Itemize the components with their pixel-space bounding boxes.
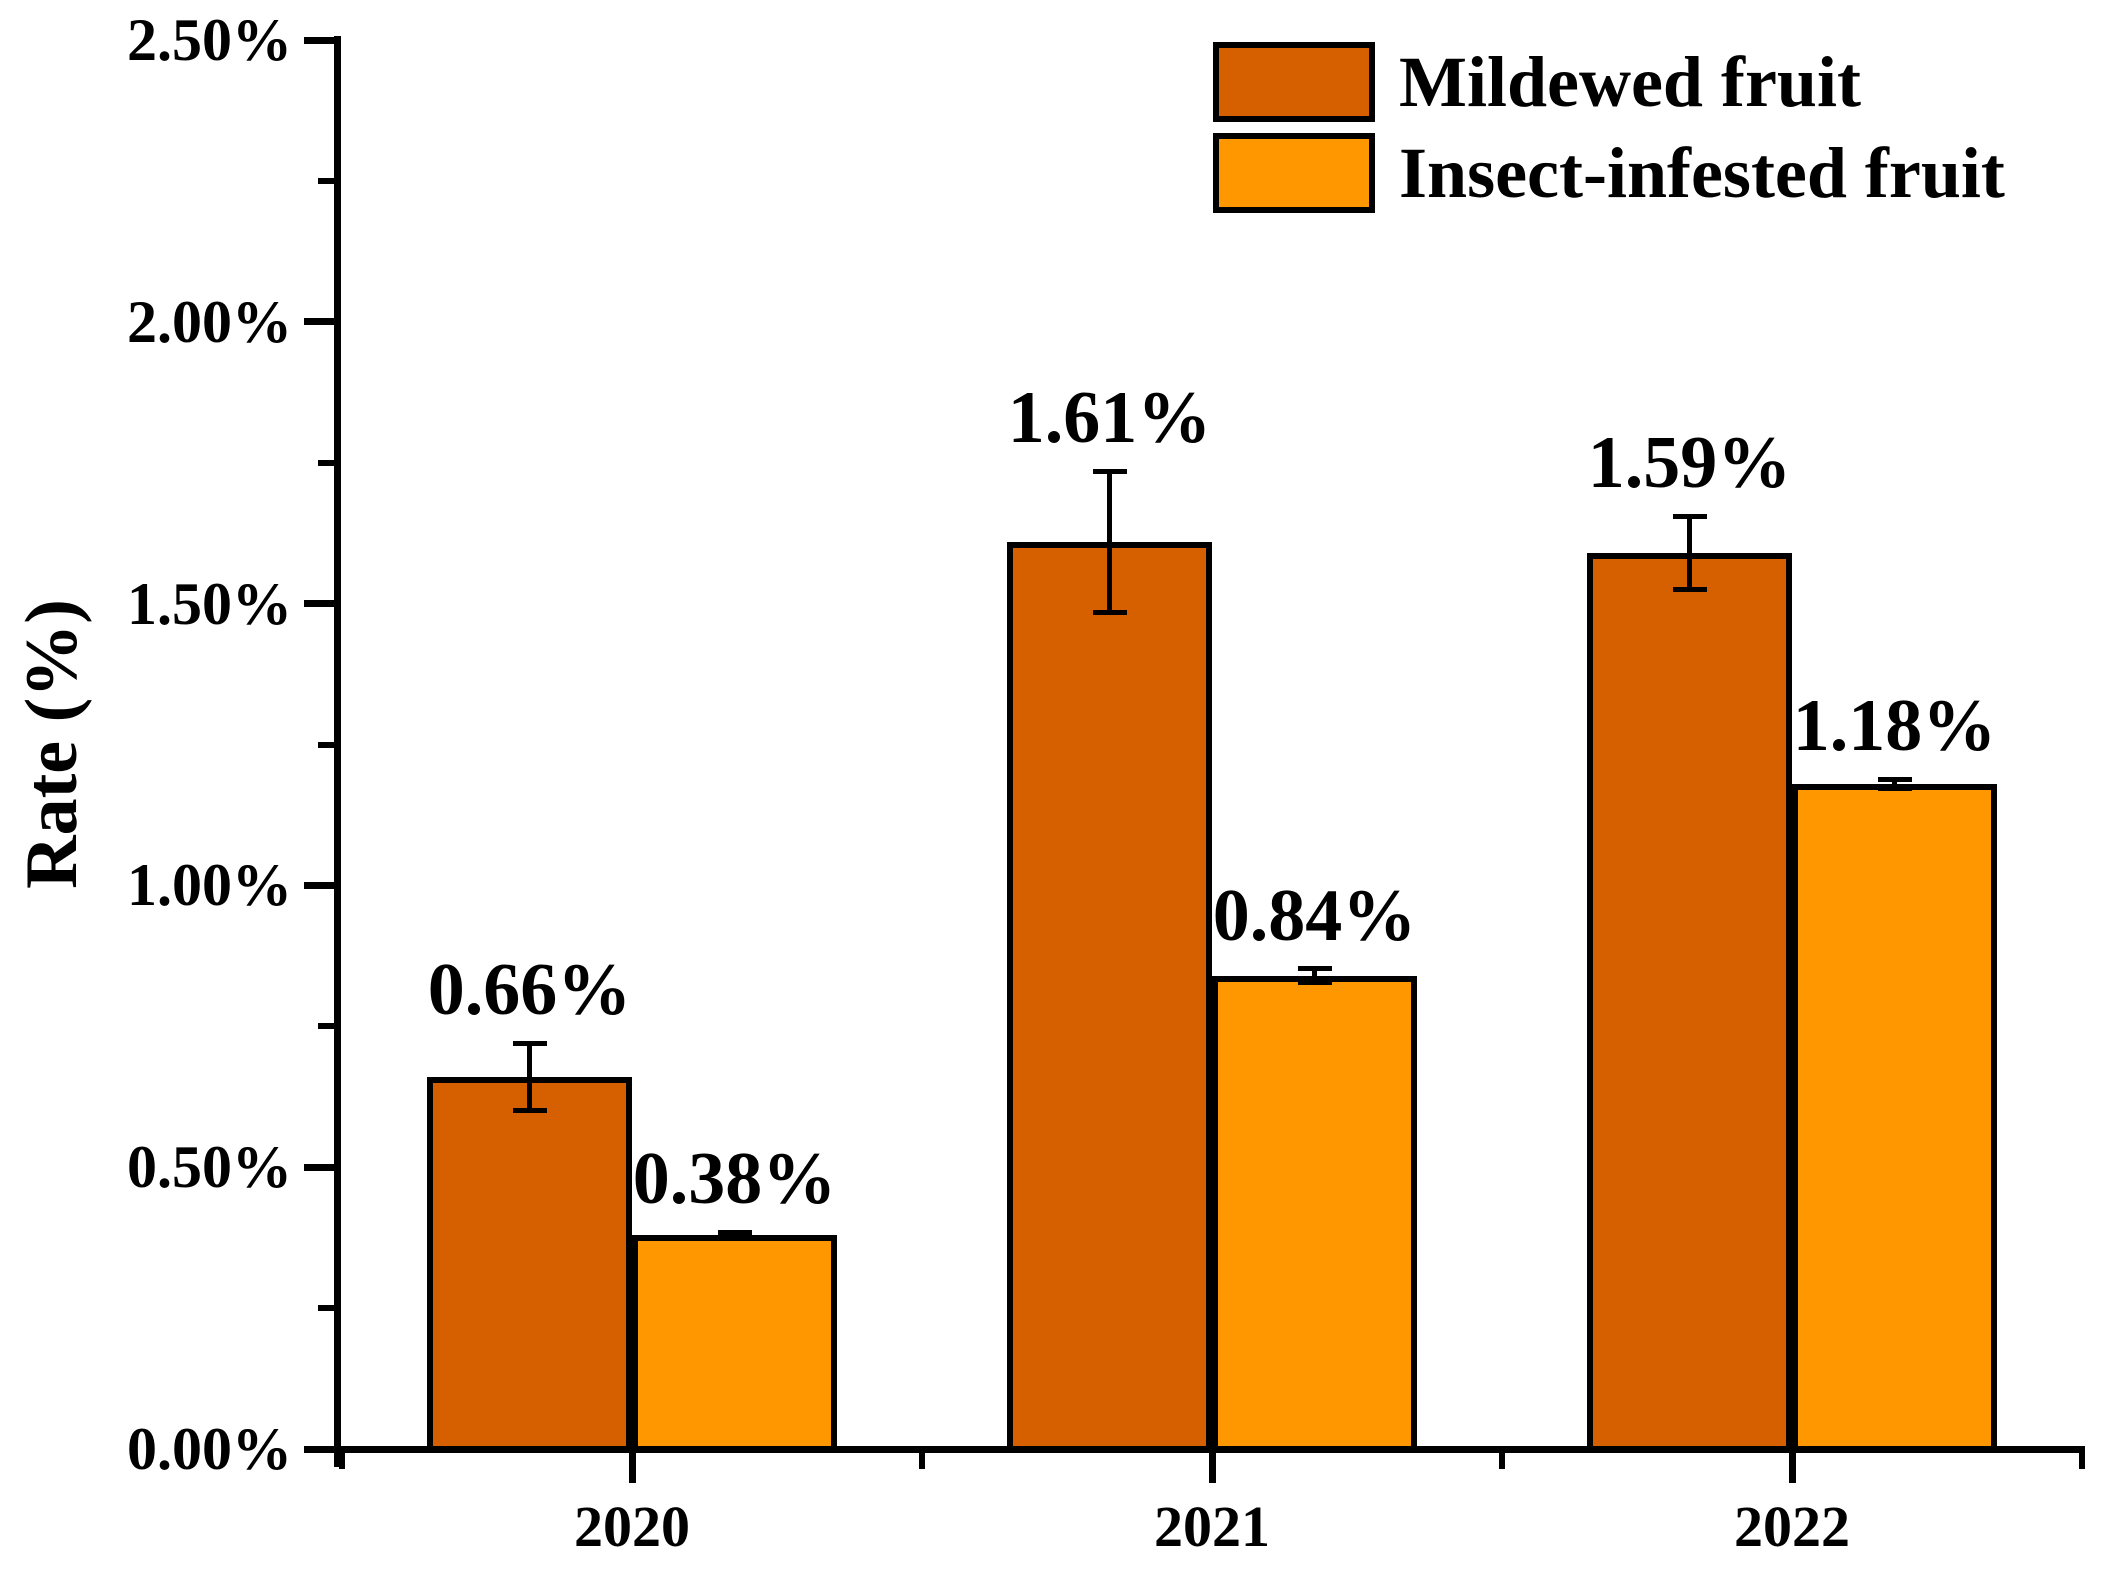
error-bar-cap-top: [512, 1040, 547, 1046]
error-bar-cap-bottom: [512, 1108, 547, 1114]
error-bar-cap-bottom: [717, 1235, 752, 1241]
bar-value-label: 1.61%: [1007, 377, 1212, 460]
error-bar-line: [732, 1232, 737, 1238]
x-axis-category-label: 2022: [1734, 1494, 1850, 1559]
legend-label-insect-infested-fruit: Insect-infested fruit: [1399, 133, 2005, 213]
legend-label-mildewed-fruit: Mildewed fruit: [1399, 42, 1861, 122]
bar-value-label: 0.66%: [427, 949, 632, 1032]
x-minor-tick: [919, 1453, 925, 1469]
y-major-tick: [304, 881, 334, 889]
y-major-tick: [304, 600, 334, 608]
x-minor-tick: [1499, 1453, 1505, 1469]
error-bar-line: [1892, 779, 1897, 789]
bar-value-label: 0.84%: [1212, 874, 1417, 957]
error-bar-cap-bottom: [1297, 979, 1332, 985]
x-axis-category-label: 2020: [574, 1494, 690, 1559]
x-major-tick: [1208, 1453, 1216, 1483]
error-bar-cap-top: [1092, 468, 1127, 474]
x-minor-tick: [2079, 1453, 2085, 1469]
y-minor-tick: [318, 1305, 334, 1312]
error-bar-line: [527, 1043, 532, 1111]
error-bar-line: [1107, 471, 1112, 613]
y-tick-label: 0.50%: [127, 1134, 292, 1201]
bar-mildewed-fruit-2022: [1587, 552, 1792, 1452]
x-minor-tick: [339, 1453, 345, 1469]
y-minor-tick: [318, 741, 334, 748]
y-tick-label: 2.50%: [127, 7, 292, 73]
x-major-tick: [628, 1453, 636, 1483]
error-bar-cap-bottom: [1092, 609, 1127, 615]
y-minor-tick: [318, 459, 334, 466]
y-minor-tick: [318, 1023, 334, 1030]
y-major-tick: [304, 1445, 334, 1453]
error-bar-cap-bottom: [1877, 785, 1912, 791]
error-bar-line: [1312, 968, 1317, 983]
error-bar-cap-bottom: [1672, 587, 1707, 592]
error-bar-cap-top: [1297, 966, 1332, 972]
bar-value-label: 1.59%: [1587, 422, 1792, 505]
y-major-tick: [304, 318, 334, 326]
x-axis-category-label: 2021: [1154, 1494, 1270, 1559]
y-tick-label: 2.00%: [127, 288, 292, 355]
error-bar-cap-top: [717, 1229, 752, 1235]
legend-swatch-insect-infested-fruit: [1213, 133, 1375, 213]
y-major-tick: [304, 1163, 334, 1171]
y-axis-title: Rate (%): [11, 599, 93, 889]
y-major-tick: [304, 36, 334, 44]
y-axis-line: [334, 36, 341, 1467]
bar-insect-infested-fruit-2021: [1212, 975, 1417, 1452]
y-tick-label: 0.00%: [127, 1416, 292, 1482]
y-minor-tick: [318, 177, 334, 184]
bar-mildewed-fruit-2020: [427, 1077, 632, 1452]
error-bar-cap-top: [1877, 776, 1912, 782]
bar-mildewed-fruit-2021: [1007, 541, 1212, 1452]
error-bar-cap-top: [1672, 513, 1707, 519]
bar-insect-infested-fruit-2022: [1792, 783, 1997, 1452]
y-tick-label: 1.50%: [127, 570, 292, 637]
error-bar-line: [1687, 516, 1692, 590]
bar-value-label: 1.18%: [1792, 685, 1997, 768]
legend-swatch-mildewed-fruit: [1213, 42, 1375, 122]
bar-insect-infested-fruit-2020: [632, 1234, 837, 1452]
y-tick-label: 1.00%: [127, 852, 292, 919]
x-major-tick: [1788, 1453, 1796, 1483]
bar-value-label: 0.38%: [632, 1138, 837, 1220]
